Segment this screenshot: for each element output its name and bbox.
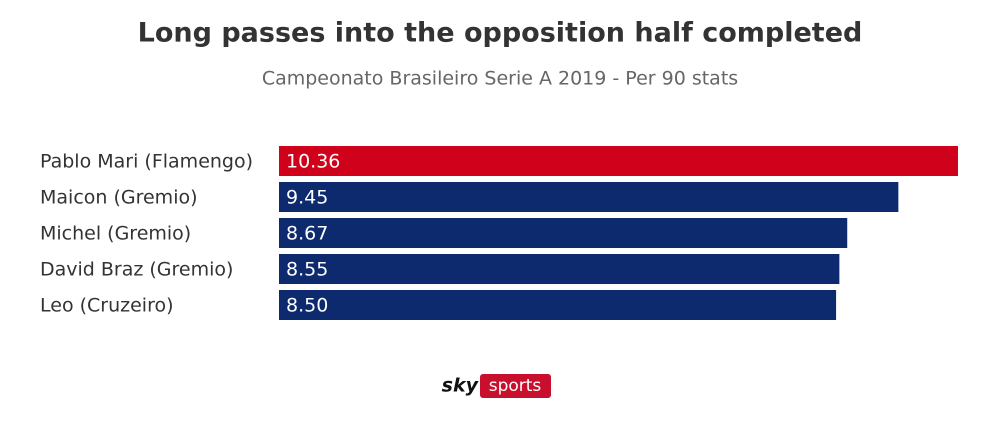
category-label: David Braz (Gremio) [40,259,233,281]
category-label: Maicon (Gremio) [40,187,198,209]
logo-product: sports [489,376,542,396]
logo-box [480,374,551,398]
bar [279,182,899,212]
value-label: 8.50 [286,295,328,317]
value-label: 8.67 [286,223,328,245]
value-label: 8.55 [286,259,328,281]
logo: sky sports [442,374,551,398]
category-label: Pablo Mari (Flamengo) [40,151,253,173]
chart-title: Long passes into the opposition half com… [138,18,863,49]
value-label: 9.45 [286,187,328,209]
bar [279,218,848,248]
value-label: 10.36 [286,151,340,173]
bar [279,290,837,320]
chart-subtitle: Campeonato Brasileiro Serie A 2019 - Per… [262,68,738,90]
category-label: Michel (Gremio) [40,223,191,245]
bar [279,254,840,284]
bar [279,146,958,176]
category-label: Leo (Cruzeiro) [40,295,174,317]
logo-brand: sky [442,375,480,397]
